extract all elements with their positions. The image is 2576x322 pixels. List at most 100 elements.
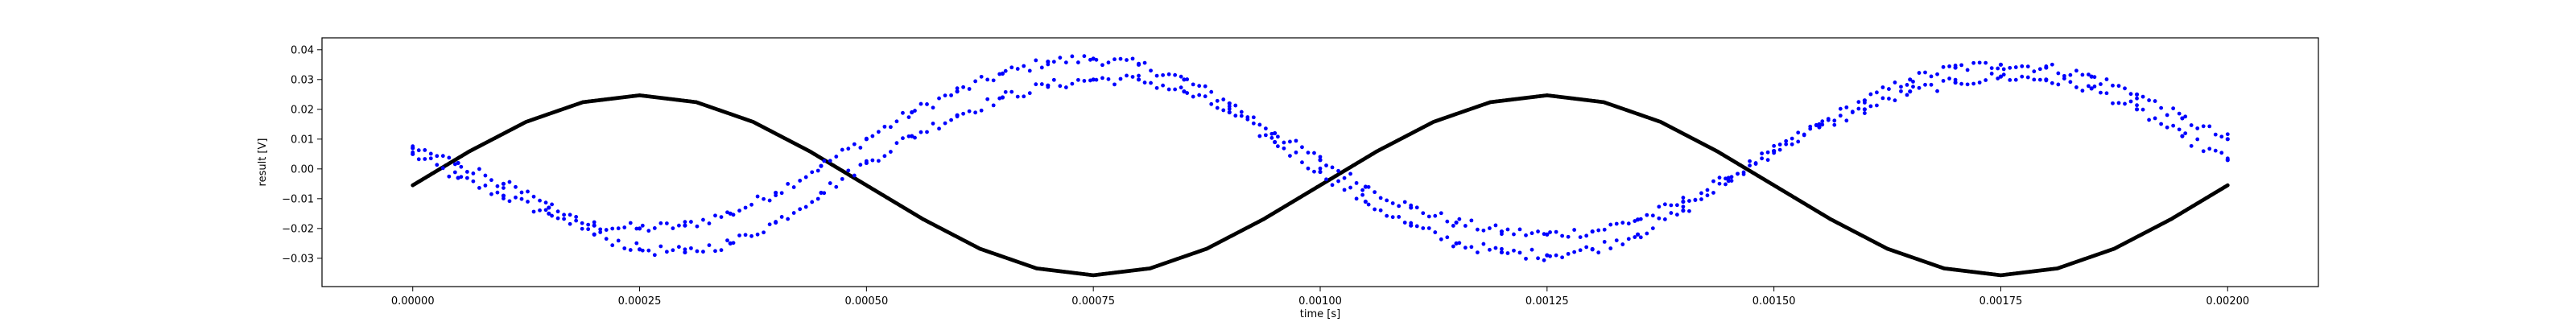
x-axis: 0.00000 0.00025 0.00050 0.00075 0.00100 0.001… xyxy=(391,287,2249,308)
data-point xyxy=(828,159,832,163)
data-point xyxy=(1239,114,1244,118)
data-point xyxy=(2171,123,2176,128)
data-point xyxy=(1726,175,1731,180)
data-point xyxy=(1645,213,1649,217)
data-point xyxy=(1166,72,1171,76)
data-point xyxy=(1765,158,1770,163)
data-point xyxy=(910,109,914,115)
data-point xyxy=(822,159,827,163)
data-point xyxy=(1402,221,1407,225)
data-point xyxy=(1385,213,1389,218)
data-point xyxy=(1161,72,1166,77)
data-point xyxy=(1693,197,1698,202)
data-point xyxy=(1908,77,1913,82)
data-point xyxy=(779,191,784,196)
data-point xyxy=(459,164,464,169)
data-point xyxy=(610,226,615,231)
data-point xyxy=(819,190,824,196)
data-point xyxy=(1608,246,1613,250)
data-point xyxy=(652,226,657,230)
data-point xyxy=(671,248,675,253)
data-point xyxy=(1726,179,1731,184)
data-point xyxy=(991,103,996,108)
data-point xyxy=(1911,79,1915,84)
data-point xyxy=(664,250,669,254)
data-point xyxy=(1512,248,1516,253)
data-point xyxy=(580,226,584,231)
data-point xyxy=(1929,82,1934,87)
data-point xyxy=(1784,142,1789,147)
data-point xyxy=(507,180,512,184)
data-point xyxy=(1874,103,1879,108)
data-point xyxy=(1324,177,1328,182)
data-point xyxy=(2068,72,2073,77)
data-point xyxy=(526,189,530,194)
data-point xyxy=(889,150,893,154)
data-point xyxy=(1862,101,1867,105)
series-2 xyxy=(411,72,2230,262)
data-point xyxy=(1741,171,1746,176)
data-point xyxy=(864,136,869,141)
data-point xyxy=(1917,85,1922,90)
data-point xyxy=(1923,82,1927,87)
data-point xyxy=(2008,65,2013,70)
data-point xyxy=(652,253,657,258)
data-point xyxy=(1765,150,1770,155)
data-point xyxy=(1530,247,1534,252)
data-point xyxy=(1215,98,1220,103)
data-point xyxy=(683,223,687,228)
data-point xyxy=(501,181,506,186)
data-point xyxy=(2219,151,2224,155)
data-point xyxy=(1548,230,1552,234)
data-point xyxy=(2225,183,2230,188)
data-point xyxy=(683,247,687,252)
data-point xyxy=(798,179,803,183)
data-point xyxy=(1457,241,1462,246)
data-point xyxy=(1524,256,1528,261)
data-point xyxy=(1034,58,1038,63)
data-point xyxy=(949,93,953,97)
data-point xyxy=(985,77,990,82)
data-point xyxy=(1003,68,1008,73)
data-point xyxy=(2025,64,2030,68)
data-point xyxy=(1142,60,1147,65)
data-point xyxy=(1856,100,1861,105)
data-point xyxy=(1312,169,1316,174)
data-point xyxy=(489,192,493,196)
data-point xyxy=(1046,85,1051,89)
data-point xyxy=(2135,96,2139,101)
data-point xyxy=(2189,143,2194,148)
y-tick-label: 0.01 xyxy=(291,134,314,146)
data-point xyxy=(1935,89,1939,93)
data-point xyxy=(1251,121,1256,126)
data-point xyxy=(1022,94,1026,99)
data-point xyxy=(737,233,741,237)
data-point xyxy=(574,215,579,219)
data-point xyxy=(882,124,887,129)
data-point xyxy=(943,121,947,126)
data-point xyxy=(1312,151,1316,155)
data-point xyxy=(1306,151,1311,155)
data-point xyxy=(1166,87,1171,92)
data-point xyxy=(1760,156,1765,161)
data-point xyxy=(1929,74,1934,79)
data-point xyxy=(1182,77,1187,82)
data-point xyxy=(1342,188,1347,192)
data-point xyxy=(1635,217,1641,222)
data-point xyxy=(2128,99,2133,104)
data-point xyxy=(1360,192,1365,197)
data-point xyxy=(1269,131,1274,136)
data-point xyxy=(1282,146,1286,151)
data-point xyxy=(1953,77,1958,82)
data-point xyxy=(2153,99,2157,103)
data-point xyxy=(689,246,693,250)
data-point xyxy=(1971,81,1976,86)
data-point xyxy=(1273,130,1278,136)
data-point xyxy=(943,93,947,97)
y-tick-label: −0.03 xyxy=(282,253,314,265)
data-point xyxy=(1893,80,1897,85)
data-point xyxy=(2225,137,2230,142)
data-point xyxy=(586,222,591,227)
data-point xyxy=(1935,72,1939,76)
data-point xyxy=(2153,116,2157,121)
